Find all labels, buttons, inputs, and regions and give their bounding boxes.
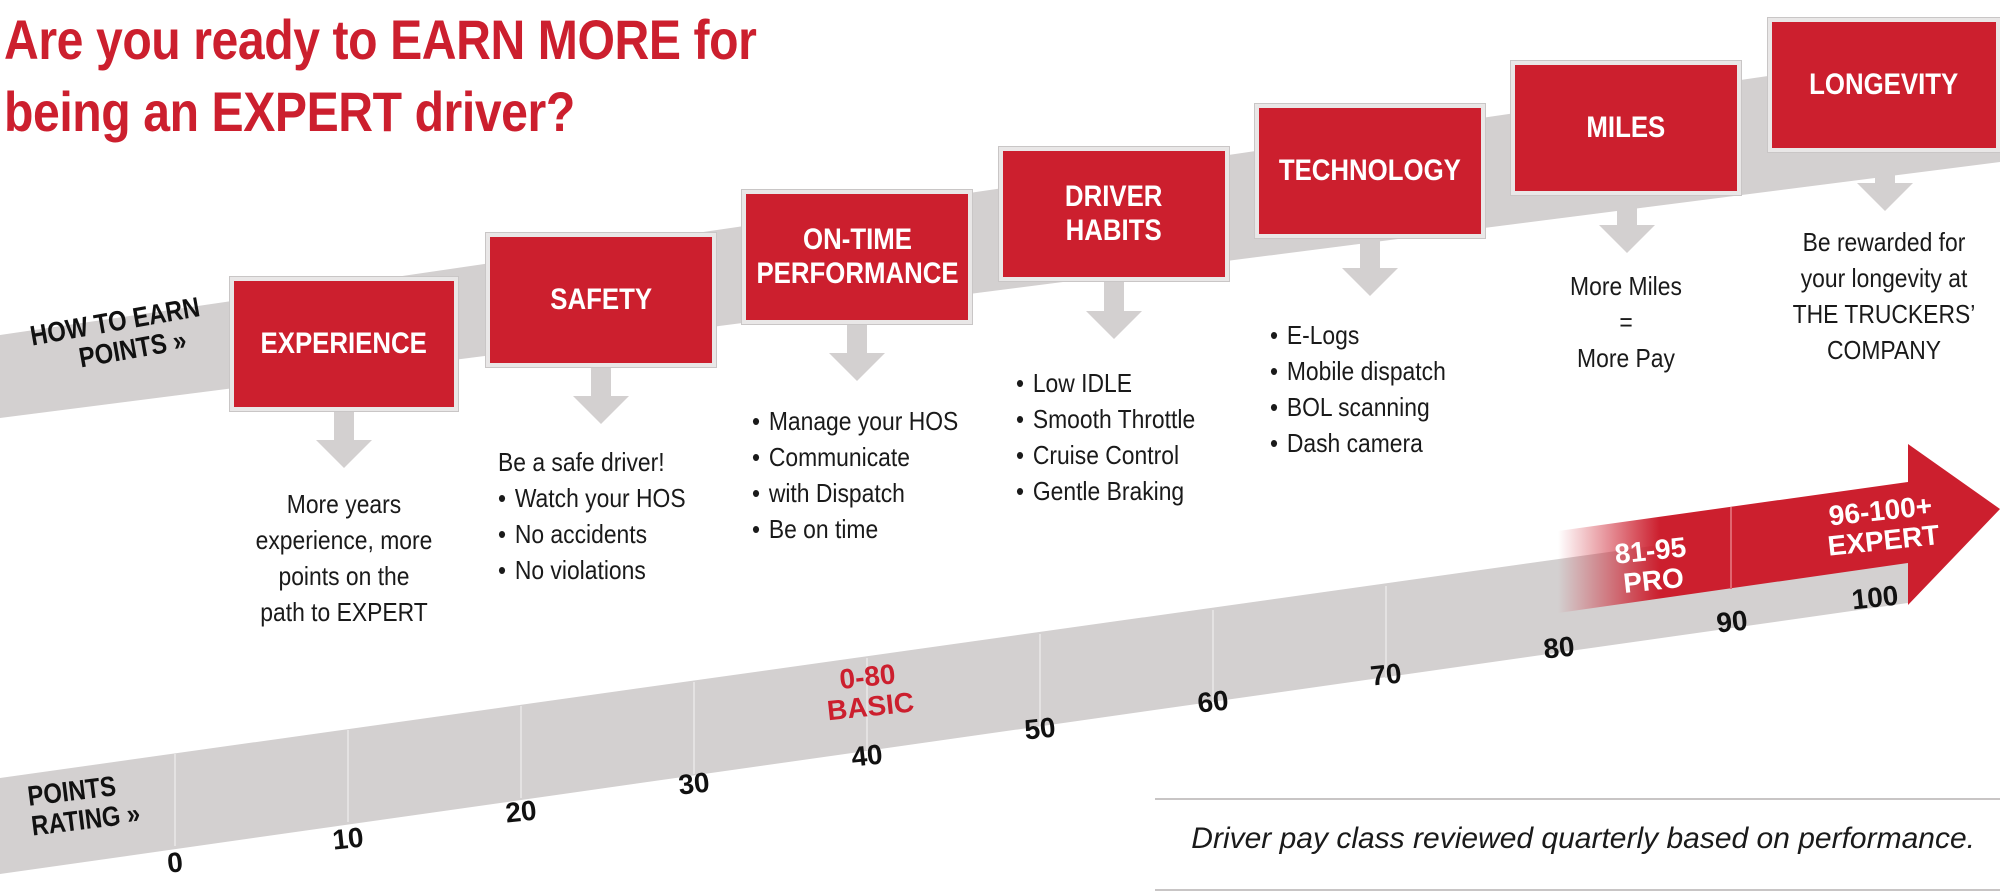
list-item: Watch your HOS bbox=[498, 480, 686, 516]
desc-line: path to EXPERT bbox=[260, 597, 428, 627]
list-item: Smooth Throttle bbox=[1016, 401, 1195, 437]
technology-bullet-list: E-Logs Mobile dispatch BOL scanning Dash… bbox=[1270, 317, 1446, 461]
step-safety-desc: Be a safe driver! Watch your HOS No acci… bbox=[498, 444, 686, 588]
step-longevity-desc: Be rewarded for your longevity at THE TR… bbox=[1770, 224, 1999, 368]
headline-line-2: being an EXPERT driver? bbox=[4, 80, 575, 143]
rating-segment-lines bbox=[174, 586, 1387, 846]
rating-tick: 50 bbox=[1022, 711, 1058, 746]
step-miles-desc: More Miles = More Pay bbox=[1536, 268, 1716, 376]
step-miles-box: MILES bbox=[1511, 61, 1741, 195]
desc-line: More Pay bbox=[1577, 343, 1675, 373]
points-rating-band bbox=[0, 510, 1908, 874]
step-longevity-box: LONGEVITY bbox=[1768, 18, 2000, 152]
rating-tick: 80 bbox=[1541, 630, 1577, 665]
step-down-arrows bbox=[316, 153, 1913, 468]
rating-tick: 90 bbox=[1714, 604, 1750, 639]
tier-pro: 81-95 PRO bbox=[1613, 531, 1691, 599]
rating-tick: 60 bbox=[1195, 684, 1231, 719]
tier-basic: 0-80 BASIC bbox=[823, 658, 916, 726]
list-item: E-Logs bbox=[1270, 317, 1446, 353]
review-note: Driver pay class reviewed quarterly base… bbox=[1191, 822, 1975, 855]
list-item: No violations bbox=[498, 552, 686, 588]
desc-line: experience, more bbox=[255, 525, 433, 555]
step-safety-box: SAFETY bbox=[486, 233, 716, 367]
desc-line: COMPANY bbox=[1827, 335, 1941, 365]
rating-tick: 30 bbox=[676, 766, 712, 801]
expert-arrow bbox=[1558, 444, 2000, 613]
step-experience-desc: More years experience, more points on th… bbox=[231, 486, 456, 630]
step-technology-title: TECHNOLOGY bbox=[1278, 154, 1462, 187]
note-top-rule bbox=[1155, 798, 2000, 800]
tier-expert: 96-100+ EXPERT bbox=[1823, 490, 1941, 562]
step-longevity-title: LONGEVITY bbox=[1809, 68, 1959, 101]
step-on-time-title: ON-TIME PERFORMANCE bbox=[755, 223, 959, 290]
step-experience-title: EXPERIENCE bbox=[260, 327, 428, 360]
desc-line: More Miles bbox=[1570, 271, 1682, 301]
desc-line: your longevity at bbox=[1800, 263, 1968, 293]
on-time-bullet-list: Manage your HOS Communicate with Dispatc… bbox=[752, 403, 958, 547]
headline: Are you ready to EARN MORE for being an … bbox=[4, 4, 757, 148]
list-item: Gentle Braking bbox=[1016, 473, 1195, 509]
list-item: Low IDLE bbox=[1016, 365, 1195, 401]
list-item: No accidents bbox=[498, 516, 686, 552]
list-item: Cruise Control bbox=[1016, 437, 1195, 473]
headline-line-1: Are you ready to EARN MORE for bbox=[4, 8, 757, 71]
note-bottom-rule bbox=[1155, 889, 2000, 891]
rating-tick: 10 bbox=[330, 821, 366, 856]
list-item: Communicate bbox=[752, 439, 958, 475]
rating-tick: 40 bbox=[849, 738, 885, 773]
desc-line: points on the bbox=[278, 561, 410, 591]
list-item: Mobile dispatch bbox=[1270, 353, 1446, 389]
list-item: Dash camera bbox=[1270, 425, 1446, 461]
desc-line: Be rewarded for bbox=[1802, 227, 1966, 257]
list-item: BOL scanning bbox=[1270, 389, 1446, 425]
list-item-continuation-text: with Dispatch bbox=[768, 478, 905, 508]
step-experience-box: EXPERIENCE bbox=[230, 277, 458, 411]
step-safety-title: SAFETY bbox=[550, 283, 652, 316]
step-driver-habits-box: DRIVER HABITS bbox=[999, 147, 1229, 281]
list-item: Be on time bbox=[752, 511, 958, 547]
step-miles-title: MILES bbox=[1586, 111, 1666, 144]
driver-habits-bullet-list: Low IDLE Smooth Throttle Cruise Control … bbox=[1016, 365, 1195, 509]
list-item-continuation: with Dispatch bbox=[752, 475, 958, 511]
rating-tick: 100 bbox=[1850, 579, 1900, 616]
desc-line: More years bbox=[286, 489, 402, 519]
step-on-time-desc: Manage your HOS Communicate with Dispatc… bbox=[752, 403, 958, 547]
list-item: Manage your HOS bbox=[752, 403, 958, 439]
desc-intro: Be a safe driver! bbox=[498, 447, 665, 477]
step-technology-desc: E-Logs Mobile dispatch BOL scanning Dash… bbox=[1270, 317, 1446, 461]
step-driver-habits-desc: Low IDLE Smooth Throttle Cruise Control … bbox=[1016, 365, 1195, 509]
step-on-time-box: ON-TIME PERFORMANCE bbox=[742, 190, 972, 324]
desc-line: THE TRUCKERS’ bbox=[1792, 299, 1976, 329]
step-technology-box: TECHNOLOGY bbox=[1255, 104, 1485, 238]
safety-bullet-list: Watch your HOS No accidents No violation… bbox=[498, 480, 686, 588]
rating-tick: 20 bbox=[503, 794, 539, 829]
step-driver-habits-title: DRIVER HABITS bbox=[1065, 180, 1163, 247]
desc-line: = bbox=[1619, 307, 1633, 337]
rating-tick: 70 bbox=[1368, 657, 1404, 692]
rating-tick: 0 bbox=[165, 846, 185, 879]
